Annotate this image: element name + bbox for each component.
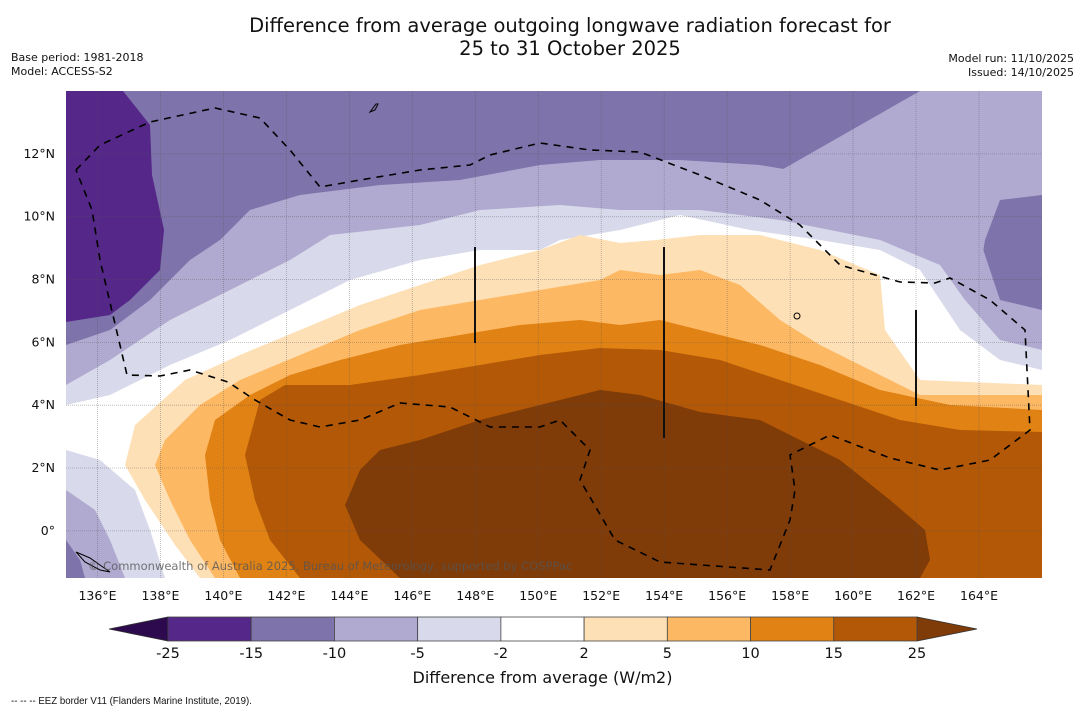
lat-tick-label: 10°N [23,209,55,224]
model-name: Model: ACCESS-S2 [11,65,113,78]
lon-tick-labels: 136°E 138°E 140°E 142°E 144°E 146°E 148°E 150°E… [78,588,998,603]
fill-level-p25 [345,390,930,578]
lon-tick-label: 162°E [897,588,935,603]
contour-fills [66,91,1042,578]
colorbar-swatch [833,616,918,642]
colorbar-tick-label: -2 [494,646,508,662]
eez-border-palau-fsm [75,107,1031,571]
lon-tick-label: 164°E [960,588,998,603]
colorbar-tick-label: -15 [239,646,263,662]
lon-tick-label: 156°E [708,588,746,603]
lon-tick-label: 150°E [519,588,557,603]
lon-tick-label: 146°E [393,588,431,603]
colorbar-swatch [334,616,419,642]
colorbar-swatch [750,616,835,642]
colorbar-under-arrow [108,616,169,642]
model-run: Model run: 11/10/2025 [948,52,1074,65]
lat-tick-label: 2°N [31,460,55,475]
lat-tick-label: 8°N [31,272,55,287]
colorbar-tick-label: 10 [741,646,759,662]
colorbar: -25 -15 -10 -5 -2 2 5 10 15 25 [108,616,978,662]
chart-title: Difference from average outgoing longwav… [0,14,1085,60]
colorbar-tick-label: 25 [908,646,926,662]
colorbar-over-arrow [916,616,978,642]
colorbar-swatch [666,616,751,642]
island-outline [793,312,801,320]
colorbar-label: Difference from average (W/m2) [412,668,673,687]
solomon-outline [75,551,111,573]
fill-level-m10-sw [66,490,125,578]
colorbar-tick-label: 15 [825,646,843,662]
issued-date: Issued: 14/10/2025 [967,66,1074,79]
fill-level-m15-sw [66,540,85,578]
colorbar-tick-label: 5 [663,646,672,662]
lat-tick-label: 12°N [23,146,55,161]
lat-tick-labels: 0° 2°N 4°N 6°N 8°N 10°N 12°N [23,146,55,538]
lon-tick-label: 142°E [267,588,305,603]
colorbar-swatch [417,616,502,642]
title-line-1: Difference from average outgoing longwav… [249,14,891,37]
colorbar-tick-label: 2 [579,646,588,662]
colorbar-tick-label: -10 [323,646,347,662]
colorbar-swatch [583,616,668,642]
fill-level-m25 [66,91,164,322]
eez-footnote: -- -- -- EEZ border V11 (Flanders Marine… [11,695,252,707]
eez-borders [75,107,1031,571]
lon-tick-label: 148°E [456,588,494,603]
lon-tick-label: 140°E [204,588,242,603]
lat-tick-label: 4°N [31,397,55,412]
colorbar-tick-label: -5 [410,646,424,662]
islands [75,103,801,573]
title-line-2: 25 to 31 October 2025 [459,37,681,60]
lon-tick-label: 144°E [330,588,368,603]
meta-left: Base period: 1981-2018 Model: ACCESS-S2 [11,51,143,79]
graticule [66,91,1042,578]
lon-tick-label: 138°E [141,588,179,603]
colorbar-tick-label: -25 [156,646,180,662]
colorbar-swatch [250,616,335,642]
colorbar-swatch [167,616,252,642]
lon-tick-label: 152°E [582,588,620,603]
guam-outline [368,103,379,114]
lon-tick-label: 158°E [771,588,809,603]
base-period: Base period: 1981-2018 [11,51,144,64]
copyright-watermark: © Commonwealth of Australia 2025, Bureau… [88,559,572,573]
boundary-lines [474,247,917,438]
lon-tick-label: 160°E [834,588,872,603]
meta-right: Model run: 11/10/2025 Issued: 14/10/2025 [948,52,1074,80]
lon-tick-label: 136°E [78,588,116,603]
lat-tick-label: 6°N [31,334,55,349]
lon-tick-label: 154°E [645,588,683,603]
lat-tick-label: 0° [41,523,55,538]
colorbar-swatch [500,616,585,642]
